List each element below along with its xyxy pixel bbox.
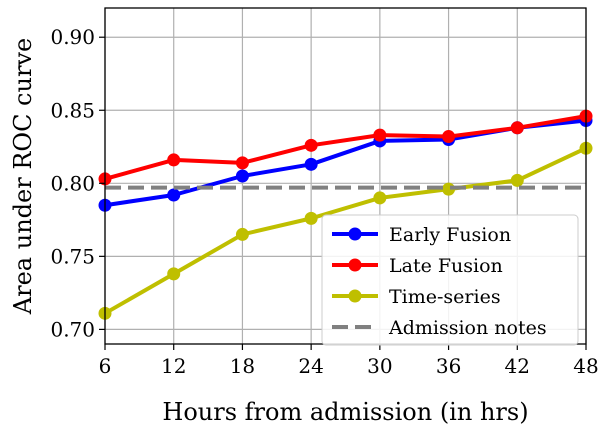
x-tick-label: 36 xyxy=(436,354,461,378)
y-tick-label: 0.85 xyxy=(50,98,95,122)
y-tick-label: 0.90 xyxy=(50,25,95,49)
time-series-point xyxy=(510,173,524,187)
time-series-line xyxy=(104,146,587,316)
x-tick-label: 6 xyxy=(99,354,112,378)
legend-label-late-fusion: Late Fusion xyxy=(389,255,503,277)
time-series-point xyxy=(235,227,249,241)
legend-marker-late-fusion xyxy=(348,258,362,272)
late-fusion-point xyxy=(167,153,181,167)
x-tick-label: 12 xyxy=(161,354,186,378)
x-tick-label: 24 xyxy=(298,354,323,378)
legend-label-early-fusion: Early Fusion xyxy=(389,224,511,246)
y-tick-label: 0.70 xyxy=(50,317,95,341)
x-tick-label: 42 xyxy=(505,354,530,378)
time-series-point xyxy=(373,191,387,205)
late-fusion-point xyxy=(235,156,249,170)
y-tick-label: 0.75 xyxy=(50,244,95,268)
x-axis-label: Hours from admission (in hrs) xyxy=(162,398,528,426)
x-tick-label: 30 xyxy=(367,354,392,378)
legend-box xyxy=(321,214,579,346)
legend: Early Fusion Late Fusion Time-series Admiss… xyxy=(321,214,579,346)
legend-label-admission-notes: Admission notes xyxy=(388,317,547,339)
y-axis-label: Area under ROC curve xyxy=(9,38,37,315)
time-series-point xyxy=(304,211,318,225)
legend-marker-early-fusion xyxy=(348,227,362,241)
late-fusion-point xyxy=(442,130,456,144)
late-fusion-point xyxy=(304,138,318,152)
x-tick-label: 18 xyxy=(230,354,255,378)
early-fusion-point xyxy=(235,169,249,183)
y-tick-label: 0.80 xyxy=(50,171,95,195)
legend-label-time-series: Time-series xyxy=(389,286,501,308)
axis-ticks: 6 12 18 24 30 36 42 48 0.70 0.75 0.80 0.85 0.90 xyxy=(50,25,598,378)
late-fusion-point xyxy=(373,128,387,142)
time-series-point xyxy=(167,267,181,281)
late-fusion-line xyxy=(104,114,587,181)
legend-marker-time-series xyxy=(348,289,362,303)
x-tick-label: 48 xyxy=(573,354,598,378)
series-layer xyxy=(98,109,593,320)
early-fusion-point xyxy=(304,157,318,171)
early-fusion-point xyxy=(167,188,181,202)
late-fusion-point xyxy=(510,121,524,135)
